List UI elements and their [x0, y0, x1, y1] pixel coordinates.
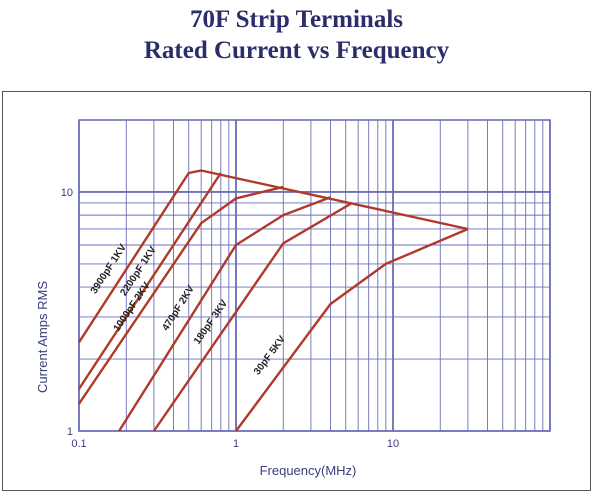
series-line-6 — [235, 227, 469, 432]
x-tick-label: 1 — [233, 438, 239, 450]
y-tick-label: 10 — [61, 187, 73, 199]
y-tick-label: 1 — [67, 426, 73, 438]
series-line-3 — [78, 185, 284, 405]
series-line-1 — [77, 169, 469, 343]
chart-title-line2: Rated Current vs Frequency — [143, 37, 450, 64]
series-line-2 — [77, 172, 222, 390]
chart-title: 70F Strip Terminals Rated Current vs Fre… — [0, 4, 593, 66]
grid — [78, 119, 551, 432]
plot-frame: 3900pF 1KV 2200pF 1KV 1000pF 2KV 470pF 2KV 1… — [2, 91, 591, 491]
series-line-5 — [152, 201, 353, 432]
chart-title-line1: 70F Strip Terminals — [190, 6, 403, 33]
x-tick-label: 10 — [387, 438, 399, 450]
series-group — [77, 169, 469, 432]
x-tick-label: 0.1 — [71, 438, 86, 450]
series-label-4: 470pF 2KV — [160, 284, 197, 333]
y-axis-label: Current Amps RMS — [35, 281, 50, 393]
series-line-4 — [118, 196, 331, 432]
x-axis-label: Frequency(MHz) — [260, 463, 357, 478]
series-label-6: 30pF 5KV — [252, 334, 288, 377]
